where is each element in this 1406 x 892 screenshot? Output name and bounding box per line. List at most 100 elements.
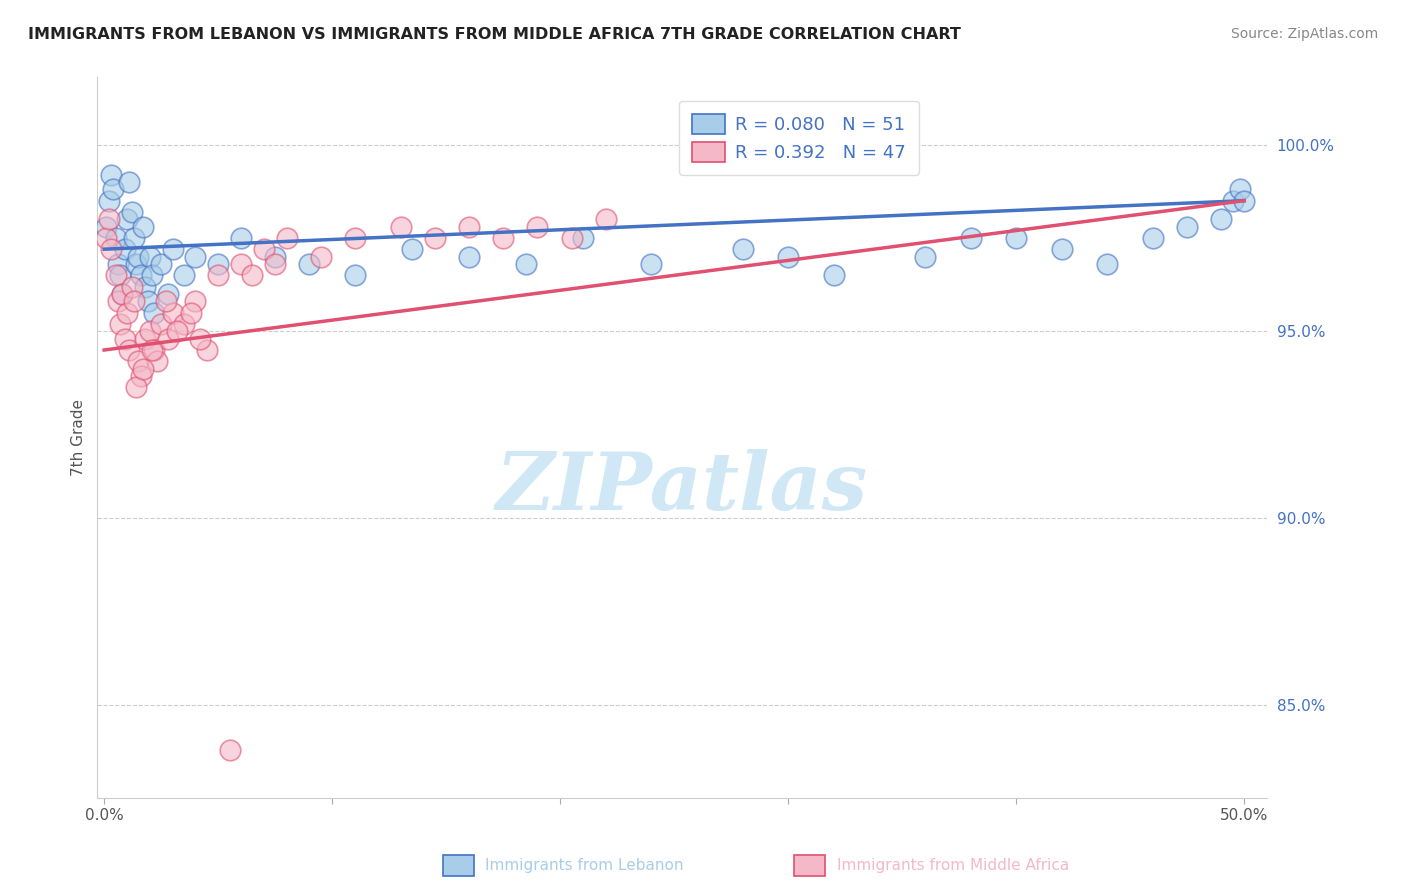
Point (343, 231, 366, 245)
Point (401, 242, 423, 256)
Point (298, 257, 321, 271)
Point (143, 343, 166, 357)
Point (959, 231, 981, 245)
Point (1233, 194, 1256, 208)
Point (96, 231, 118, 245)
Point (264, 257, 287, 271)
Point (136, 294, 159, 309)
Point (100, 168, 122, 182)
Point (572, 231, 595, 245)
Point (640, 257, 662, 271)
Point (143, 306, 166, 320)
Point (132, 219, 155, 234)
Point (134, 332, 156, 346)
Text: Immigrants from Lebanon: Immigrants from Lebanon (485, 858, 683, 872)
Point (96, 219, 118, 234)
Point (125, 257, 148, 271)
Point (264, 250, 287, 264)
Point (104, 268, 127, 283)
Point (218, 742, 240, 756)
Point (1097, 257, 1119, 271)
Text: IMMIGRANTS FROM LEBANON VS IMMIGRANTS FROM MIDDLE AFRICA 7TH GRADE CORRELATION C: IMMIGRANTS FROM LEBANON VS IMMIGRANTS FR… (28, 27, 960, 42)
Point (108, 268, 131, 283)
Point (104, 231, 127, 245)
Point (114, 332, 136, 346)
Point (309, 250, 332, 264)
Point (162, 306, 184, 320)
Point (111, 287, 134, 301)
Point (127, 354, 149, 368)
Point (121, 279, 143, 293)
Point (458, 219, 481, 234)
Point (162, 242, 184, 256)
Point (122, 294, 145, 309)
Point (134, 279, 156, 293)
Point (118, 175, 141, 189)
Point (150, 317, 173, 331)
Point (107, 257, 129, 271)
Point (1050, 242, 1073, 256)
Point (107, 294, 129, 309)
Point (155, 294, 177, 309)
Point (207, 257, 229, 271)
Point (526, 219, 548, 234)
Point (561, 231, 583, 245)
Point (157, 332, 180, 346)
Point (242, 268, 264, 283)
Point (595, 212, 617, 227)
Point (139, 250, 162, 264)
Point (823, 268, 845, 283)
Point (1211, 212, 1233, 227)
Point (173, 317, 195, 331)
Point (118, 343, 141, 357)
Point (180, 306, 202, 320)
Point (1142, 231, 1164, 245)
Point (122, 231, 145, 245)
Point (1175, 219, 1198, 234)
Point (139, 324, 162, 338)
Point (111, 287, 134, 301)
Point (129, 369, 152, 384)
Text: Source: ZipAtlas.com: Source: ZipAtlas.com (1230, 27, 1378, 41)
Point (121, 205, 143, 219)
Point (115, 306, 138, 320)
Point (515, 257, 537, 271)
Point (184, 250, 207, 264)
Point (1005, 231, 1028, 245)
Point (132, 361, 155, 376)
Y-axis label: 7th Grade: 7th Grade (72, 400, 86, 476)
Point (173, 268, 195, 283)
Point (423, 231, 446, 245)
Point (97, 194, 120, 208)
Point (129, 268, 152, 283)
Point (229, 257, 252, 271)
Point (145, 354, 167, 368)
Point (914, 250, 936, 264)
Point (731, 242, 754, 256)
Point (141, 268, 163, 283)
Point (458, 250, 481, 264)
Point (195, 343, 218, 357)
Text: ZIPatlas: ZIPatlas (496, 450, 869, 527)
Point (778, 250, 800, 264)
Point (188, 332, 211, 346)
Point (114, 242, 136, 256)
Point (150, 257, 173, 271)
Point (229, 231, 252, 245)
Point (276, 231, 298, 245)
Point (166, 324, 188, 338)
Point (115, 212, 138, 227)
Point (389, 219, 412, 234)
Point (184, 294, 207, 309)
Point (125, 380, 148, 394)
Point (97, 212, 120, 227)
Point (1229, 182, 1251, 196)
Point (492, 231, 515, 245)
Legend: R = 0.080   N = 51, R = 0.392   N = 47: R = 0.080 N = 51, R = 0.392 N = 47 (679, 101, 920, 175)
Point (108, 317, 131, 331)
Text: Immigrants from Middle Africa: Immigrants from Middle Africa (837, 858, 1069, 872)
Point (100, 242, 122, 256)
Point (1222, 194, 1244, 208)
Point (103, 182, 125, 196)
Point (127, 250, 149, 264)
